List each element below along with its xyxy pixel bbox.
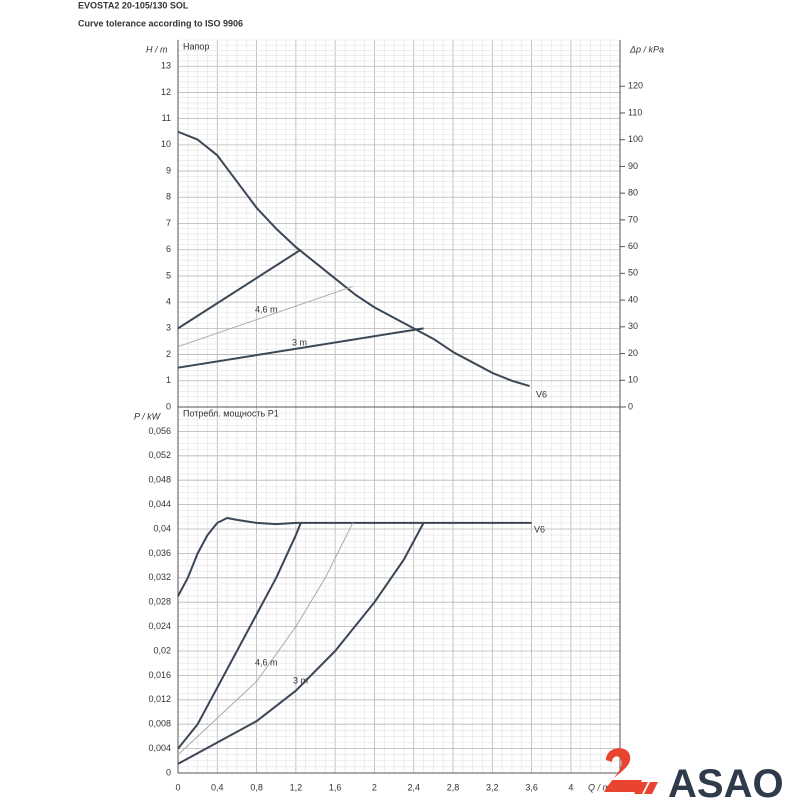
series-label: V6 [536,389,547,399]
y-tick-label: 0,036 [148,548,171,558]
x-tick-label: 2,8 [447,782,460,792]
x-tick-label: 4 [568,782,573,792]
series-label: V6 [534,524,545,534]
series-label: 4,6 m [255,657,278,667]
logo-text: ASAO [668,762,784,800]
y-tick-label: 4 [166,297,171,307]
y2-tick-label: 110 [628,107,642,117]
series-label: 3 m [292,337,307,347]
y2-tick-label: 100 [628,134,643,144]
x-tick-label: 3,2 [486,782,499,792]
curve [177,522,425,765]
curve [177,522,354,756]
curve [177,285,353,348]
y-tick-label: 0,044 [148,499,171,509]
series-label: 4,6 m [255,304,278,314]
chart-title: EVOSTA2 20-105/130 SOL [78,0,189,10]
y-tick-label: 0,008 [148,719,171,729]
y-tick-label: 0 [166,401,171,411]
curve [177,327,424,369]
y-tick-label: 7 [166,218,171,228]
y-tick-label: 0,028 [148,597,171,607]
x-axis-label: Q / m³/h [588,782,621,792]
panel-label: Напор [183,41,209,51]
y2-tick-label: 20 [628,348,638,358]
x-tick-label: 1,6 [329,782,342,792]
y2-tick-label: 0 [628,401,633,411]
x-tick-label: 3,6 [525,782,538,792]
y-tick-label: 11 [162,113,171,123]
y-tick-label: 8 [166,192,171,202]
panel-label: Потребл. мощность P1 [183,408,279,418]
chart-subtitle: Curve tolerance according to ISO 9906 [78,18,243,28]
logo-icon [604,748,642,792]
y-tick-label: 0,024 [148,621,171,631]
y-axis-label: H / m [146,44,168,54]
y-axis-label: P / kW [134,411,162,421]
y-tick-label: 5 [166,270,171,280]
y-tick-label: 2 [166,349,171,359]
logo-stripes [634,782,658,794]
y-tick-label: 0,04 [153,523,171,533]
y2-tick-label: 10 [628,375,638,385]
y2-tick-label: 120 [628,81,643,91]
y-tick-label: 10 [161,139,171,149]
y-tick-label: 1 [166,375,171,385]
series-label: 3 m [293,675,308,685]
y2-tick-label: 90 [628,161,638,171]
y-tick-label: 0,004 [148,743,171,753]
y2-tick-label: 80 [628,188,638,198]
curve [177,517,532,597]
y2-tick-label: 30 [628,321,638,331]
curve [177,248,302,330]
y2-tick-label: 50 [628,268,638,278]
x-tick-label: 0,8 [250,782,263,792]
y-tick-label: 0 [166,767,171,777]
y-tick-label: 0,052 [148,450,171,460]
y-tick-label: 13 [161,61,171,71]
y2-axis-label: Δp / kPa [629,44,664,54]
x-tick-label: 1,2 [290,782,303,792]
x-tick-label: 0,4 [211,782,224,792]
y2-tick-label: 70 [628,214,638,224]
y-tick-label: 0,032 [148,572,171,582]
y-tick-label: 6 [166,244,171,254]
x-tick-label: 0 [175,782,180,792]
frame [177,40,626,774]
y-tick-label: 12 [161,87,171,97]
x-tick-label: 2,4 [407,782,420,792]
y2-tick-label: 60 [628,241,638,251]
y-tick-label: 0,056 [148,426,171,436]
curve [177,522,302,750]
y-tick-label: 9 [166,165,171,175]
y-tick-label: 3 [166,323,171,333]
logo: ASAO [604,748,784,800]
y-tick-label: 0,012 [148,694,171,704]
y2-tick-label: 40 [628,294,638,304]
y-tick-label: 0,02 [153,645,171,655]
y-tick-label: 0,048 [148,475,171,485]
y-tick-label: 0,016 [148,670,171,680]
x-tick-label: 2 [372,782,377,792]
curve [177,130,530,387]
